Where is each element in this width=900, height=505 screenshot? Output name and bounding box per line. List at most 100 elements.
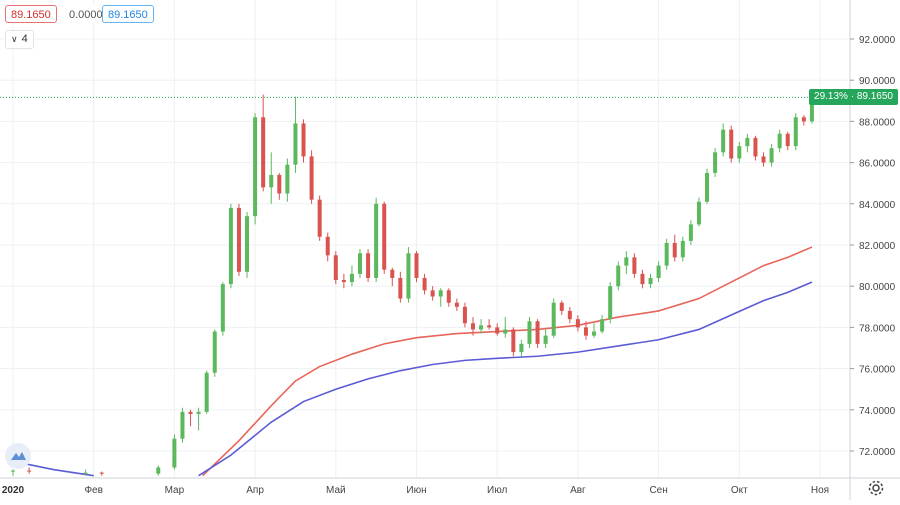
candle-up xyxy=(721,129,726,153)
candle-down xyxy=(325,236,330,256)
candle-down xyxy=(446,290,451,303)
x-tick-label: Июл xyxy=(487,485,507,496)
x-tick-label: Мар xyxy=(165,485,185,496)
y-tick-label: 90.0000 xyxy=(859,76,896,87)
candle-down xyxy=(583,327,588,336)
candle-up xyxy=(600,319,605,332)
candle-up xyxy=(519,343,524,353)
candle-down xyxy=(801,117,806,122)
candle-up xyxy=(11,470,15,472)
candle-up xyxy=(196,411,201,414)
candle-up xyxy=(705,172,710,202)
candle-up xyxy=(592,331,597,336)
y-tick-label: 88.0000 xyxy=(859,117,896,128)
candle-down xyxy=(487,325,492,328)
candle-down xyxy=(462,306,467,324)
candle-up xyxy=(212,331,217,373)
candle-up xyxy=(656,265,661,278)
candle-down xyxy=(470,323,475,330)
candle-up xyxy=(253,117,258,217)
candle-up xyxy=(293,123,298,165)
candle-up xyxy=(793,117,798,147)
candle-down xyxy=(753,137,758,157)
candle-up xyxy=(624,257,629,266)
y-tick-label: 78.0000 xyxy=(859,323,896,334)
candle-down xyxy=(422,277,427,291)
candle-down xyxy=(535,321,540,344)
candle-down xyxy=(511,329,516,353)
candle-up xyxy=(374,203,379,278)
x-tick-label: Июн xyxy=(406,485,426,496)
candle-down xyxy=(398,277,403,299)
indicator-count: 4 xyxy=(21,33,28,45)
candle-down xyxy=(333,255,338,281)
x-tick-label: Май xyxy=(326,485,346,496)
candle-down xyxy=(559,302,564,311)
candle-down xyxy=(341,280,346,283)
candle-down xyxy=(301,123,306,157)
candle-down xyxy=(729,129,734,159)
x-tick-label: Ноя xyxy=(811,485,829,496)
candle-up xyxy=(358,253,363,274)
candle-up xyxy=(220,284,225,332)
change-value-badge: 0.0000 xyxy=(63,5,109,23)
candle-down xyxy=(236,207,241,272)
candle-up xyxy=(527,321,532,344)
candle-up xyxy=(696,201,701,225)
candle-up xyxy=(664,242,669,266)
moving-average-line xyxy=(202,246,813,477)
candle-up xyxy=(438,290,443,297)
candle-up xyxy=(745,137,750,147)
y-tick-label: 82.0000 xyxy=(859,241,896,252)
candle-up xyxy=(406,253,411,299)
candle-down xyxy=(277,174,282,194)
x-tick-label: Апр xyxy=(246,485,264,496)
x-tick-label: Окт xyxy=(731,485,748,496)
y-tick-label: 86.0000 xyxy=(859,159,896,170)
candle-up xyxy=(551,302,556,336)
candle-down xyxy=(495,327,500,334)
candle-down xyxy=(567,310,572,320)
candle-down xyxy=(27,470,32,472)
candle-up xyxy=(737,146,742,159)
candle-up xyxy=(479,325,484,330)
indicators-toggle-button[interactable]: ∨ 4 xyxy=(5,30,34,49)
candle-up xyxy=(156,467,161,474)
candle-down xyxy=(99,472,104,474)
candle-up xyxy=(608,286,613,320)
candle-up xyxy=(172,438,177,468)
candle-down xyxy=(366,253,371,278)
candle-down xyxy=(632,257,637,274)
candle-up xyxy=(349,273,354,283)
candle-up xyxy=(809,97,814,122)
candle-down xyxy=(188,411,193,414)
candle-up xyxy=(543,335,548,344)
candle-down xyxy=(454,302,459,307)
tradingview-logo-icon[interactable] xyxy=(5,443,31,469)
x-tick-label: Сен xyxy=(649,485,667,496)
gear-icon[interactable] xyxy=(866,478,886,498)
x-tick-label: Фев xyxy=(84,485,102,496)
y-tick-label: 74.0000 xyxy=(859,406,896,417)
last-value-badge: 89.1650 xyxy=(5,5,57,23)
y-tick-label: 92.0000 xyxy=(859,35,896,46)
candle-up xyxy=(648,277,653,285)
last-price-tag: 29.13% · 89.1650 xyxy=(809,89,898,105)
candle-up xyxy=(616,265,621,287)
candle-down xyxy=(261,117,266,188)
candle-down xyxy=(761,156,766,163)
candle-down xyxy=(390,269,395,278)
candle-down xyxy=(382,203,387,270)
y-tick-label: 80.0000 xyxy=(859,282,896,293)
close-value-badge: 89.1650 xyxy=(102,5,154,23)
candle-up xyxy=(245,216,250,272)
candle-down xyxy=(672,242,677,258)
candle-up xyxy=(769,148,774,163)
x-tick-label-year: 2020 xyxy=(2,485,25,496)
candle-up xyxy=(285,164,290,194)
y-tick-label: 72.0000 xyxy=(859,447,896,458)
candle-down xyxy=(430,290,435,297)
candle-down xyxy=(317,199,322,237)
